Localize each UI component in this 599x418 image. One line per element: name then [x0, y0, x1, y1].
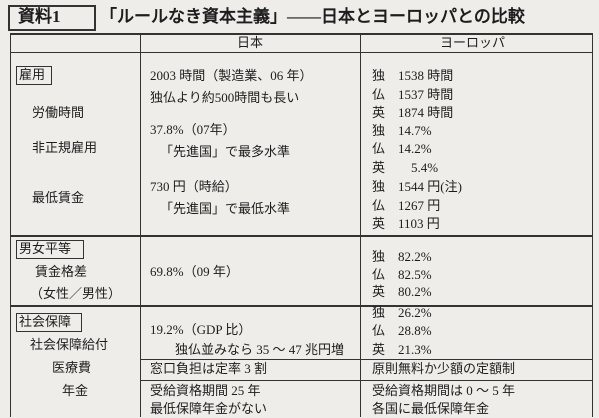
europe-cell: 独 1538 時間 [372, 68, 454, 83]
rule [10, 33, 592, 35]
rule [140, 359, 592, 360]
europe-cell: 英 1103 円 [372, 216, 440, 231]
europe-cell: 原則無料か少額の定額制 [372, 361, 516, 376]
europe-cell: 仏 82.5% [372, 267, 432, 282]
row-item: （女性／男性） [30, 286, 122, 301]
rule [10, 305, 592, 307]
europe-cell: 英 80.2% [372, 284, 432, 299]
europe-cell: 独 82.2% [372, 249, 432, 264]
europe-cell: 受給資格期間は 0 ～ 5 年 [372, 383, 516, 398]
rule [140, 380, 592, 381]
europe-cell: 独 26.2% [372, 305, 432, 320]
europe-cell: 仏 1537 時間 [372, 87, 454, 102]
doc-title: 「ルールなき資本主義」——日本とヨーロッパとの比較 [100, 7, 525, 26]
europe-cell: 各国に最低保障年金 [372, 401, 490, 416]
japan-cell: 730 円（時給） [150, 179, 238, 194]
japan-cell: 「先進国」で最低水準 [160, 201, 291, 216]
europe-cell: 仏 28.8% [372, 323, 432, 338]
section-box [16, 240, 84, 259]
europe-cell: 英 1874 時間 [372, 105, 454, 120]
label-box [8, 5, 96, 31]
europe-cell: 独 14.7% [372, 123, 432, 138]
section-label: 男女平等 [19, 241, 72, 256]
europe-cell: 仏 1267 円 [372, 198, 441, 213]
rule [592, 33, 593, 417]
section-box [16, 313, 82, 332]
rule [140, 33, 141, 417]
row-item: 年金 [62, 383, 89, 398]
column-header: ヨーロッパ [440, 35, 506, 50]
japan-cell: 独仏並みなら 35 ～ 47 兆円増 [175, 342, 345, 357]
rule [360, 33, 361, 417]
section-label: 社会保障 [19, 314, 72, 329]
row-item: 非正規雇用 [32, 140, 98, 155]
row-item: 医療費 [52, 360, 92, 375]
doc-label: 資料1 [18, 7, 61, 26]
europe-cell: 英 5.4% [372, 160, 439, 175]
japan-cell: 2003 時間（製造業、06 年） [150, 68, 313, 83]
row-item: 労働時間 [32, 105, 85, 120]
japan-cell: 最低保障年金がない [150, 401, 268, 416]
rule [10, 235, 592, 237]
rule [10, 52, 592, 53]
section-label: 雇用 [19, 67, 46, 82]
section-box [16, 66, 52, 85]
japan-cell: 受給資格期間 25 年 [150, 383, 261, 398]
japan-cell: 窓口負担は定率 3 割 [150, 361, 268, 376]
japan-cell: 69.8%（09 年） [150, 264, 239, 279]
row-item: 最低賃金 [32, 190, 85, 205]
europe-cell: 英 21.3% [372, 342, 432, 357]
japan-cell: 独仏より約500時間も長い [150, 90, 300, 105]
rule [10, 33, 11, 417]
japan-cell: 37.8%（07年） [150, 122, 236, 137]
row-item: 社会保障給付 [30, 337, 109, 352]
japan-cell: 19.2%（GDP 比） [150, 322, 252, 337]
europe-cell: 仏 14.2% [372, 141, 432, 156]
row-item: 賃金格差 [35, 264, 88, 279]
europe-cell: 独 1544 円(注) [372, 179, 462, 194]
japan-cell: 「先進国」で最多水準 [160, 144, 291, 159]
column-header: 日本 [237, 35, 264, 50]
